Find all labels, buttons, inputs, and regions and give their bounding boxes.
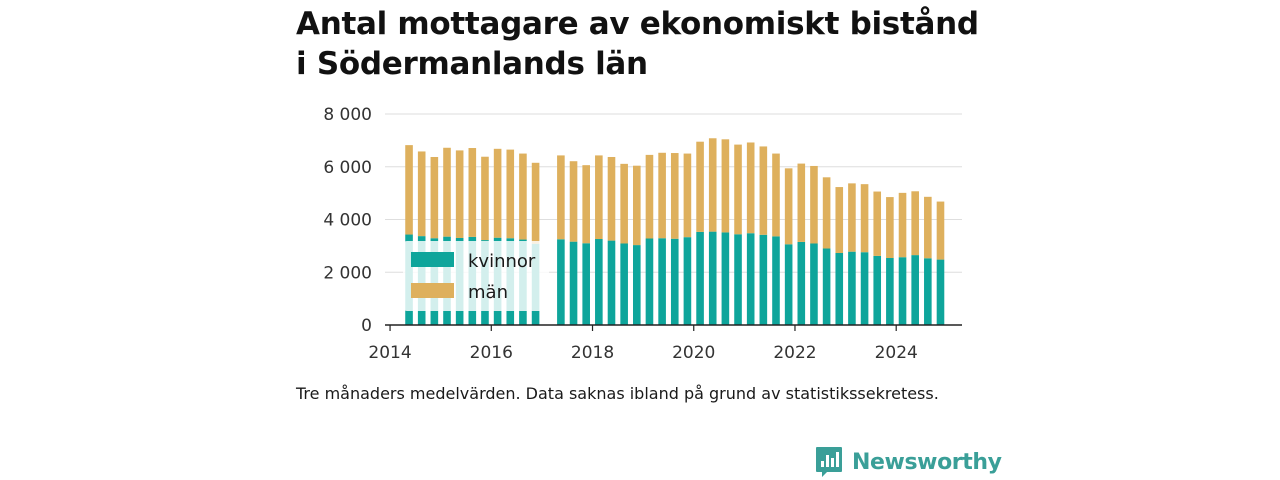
x-tick-label: 2024 bbox=[875, 343, 918, 363]
bar-man bbox=[645, 154, 654, 239]
brand-logo[interactable]: Newsworthy bbox=[815, 446, 1002, 478]
bar-man bbox=[822, 177, 831, 249]
y-tick-label: 0 bbox=[361, 316, 372, 336]
bar-man bbox=[595, 155, 603, 240]
bar-man bbox=[582, 165, 590, 244]
y-tick-label: 6 000 bbox=[323, 158, 372, 178]
bar-kvinnor bbox=[595, 239, 603, 325]
bar-man bbox=[721, 139, 730, 233]
bar-kvinnor bbox=[569, 241, 578, 325]
bar-man bbox=[683, 153, 692, 238]
bar-man bbox=[468, 148, 477, 237]
bar-man bbox=[531, 162, 540, 244]
bar-kvinnor bbox=[721, 232, 730, 325]
bar-man bbox=[911, 191, 919, 256]
bar-man bbox=[405, 145, 413, 235]
bar-kvinnor bbox=[670, 238, 679, 325]
bar-kvinnor bbox=[835, 252, 844, 325]
bar-kvinnor bbox=[772, 236, 780, 325]
bar-kvinnor bbox=[924, 258, 932, 325]
bar-man bbox=[848, 183, 856, 252]
y-tick-label: 2 000 bbox=[323, 263, 372, 283]
bar-man bbox=[734, 144, 742, 235]
bar-man bbox=[557, 155, 565, 240]
bar-kvinnor bbox=[696, 231, 704, 325]
bar-man bbox=[658, 152, 666, 239]
bar-kvinnor bbox=[658, 238, 666, 325]
bar-man bbox=[519, 153, 527, 240]
x-tick-label: 2014 bbox=[368, 343, 411, 363]
bar-man bbox=[746, 142, 755, 234]
bar-man bbox=[696, 141, 704, 232]
bar-man bbox=[455, 150, 464, 238]
bar-man bbox=[607, 156, 616, 241]
bar-man bbox=[886, 197, 894, 259]
bar-man bbox=[417, 151, 426, 237]
x-tick-label: 2018 bbox=[571, 343, 614, 363]
bar-man bbox=[481, 156, 489, 241]
bar-kvinnor bbox=[810, 243, 818, 325]
bar-kvinnor bbox=[633, 245, 641, 325]
brand-name: Newsworthy bbox=[852, 449, 1002, 475]
bar-kvinnor bbox=[746, 233, 755, 325]
bar-kvinnor bbox=[582, 243, 590, 325]
legend-swatch bbox=[411, 252, 454, 267]
x-tick-label: 2020 bbox=[672, 343, 715, 363]
bar-man bbox=[772, 153, 780, 237]
bar-man bbox=[936, 201, 945, 260]
bar-man bbox=[708, 138, 717, 232]
bar-kvinnor bbox=[708, 231, 717, 325]
chart-title-line-2: i Södermanlands län bbox=[296, 46, 648, 82]
legend-swatch bbox=[411, 283, 454, 298]
y-tick-label: 4 000 bbox=[323, 211, 372, 231]
bar-kvinnor bbox=[860, 252, 869, 325]
bar-kvinnor bbox=[607, 240, 616, 325]
x-tick-label: 2022 bbox=[773, 343, 816, 363]
chart-title-line-1: Antal mottagare av ekonomiskt bistånd bbox=[296, 6, 979, 42]
bar-kvinnor bbox=[797, 241, 806, 325]
bar-kvinnor bbox=[620, 243, 628, 325]
bar-kvinnor bbox=[848, 251, 856, 325]
bar-man bbox=[443, 147, 451, 237]
bar-kvinnor bbox=[557, 239, 565, 325]
bar-man bbox=[810, 165, 818, 244]
bar-kvinnor bbox=[822, 248, 831, 325]
bar-chart-logo-icon bbox=[816, 447, 842, 477]
bar-kvinnor bbox=[898, 257, 907, 325]
bar-man bbox=[860, 184, 869, 253]
bar-man bbox=[430, 156, 439, 239]
bar-man bbox=[898, 192, 907, 258]
y-tick-label: 8 000 bbox=[323, 105, 372, 125]
bar-kvinnor bbox=[759, 234, 768, 325]
bar-man bbox=[759, 146, 768, 235]
bar-kvinnor bbox=[683, 237, 692, 325]
bar-kvinnor bbox=[784, 244, 793, 325]
bar-man bbox=[873, 191, 882, 256]
bar-man bbox=[569, 161, 578, 242]
bar-man bbox=[493, 148, 502, 238]
bar-man bbox=[633, 165, 641, 246]
chart-title: Antal mottagare av ekonomiskt bistånd i … bbox=[296, 4, 996, 84]
bar-man bbox=[924, 196, 932, 259]
bar-kvinnor bbox=[645, 238, 654, 325]
bar-kvinnor bbox=[873, 255, 882, 325]
bar-kvinnor bbox=[911, 255, 919, 325]
legend-label: kvinnor bbox=[468, 251, 536, 272]
bar-man bbox=[835, 187, 844, 253]
bar-man bbox=[620, 163, 628, 244]
bar-man bbox=[797, 163, 806, 242]
chart-caption: Tre månaders medelvärden. Data saknas ib… bbox=[296, 384, 939, 403]
x-tick-label: 2016 bbox=[470, 343, 513, 363]
legend-label: män bbox=[468, 282, 508, 303]
bar-kvinnor bbox=[886, 258, 894, 325]
bar-man bbox=[506, 149, 515, 239]
bar-man bbox=[670, 153, 679, 239]
bar-kvinnor bbox=[936, 259, 945, 325]
bar-kvinnor bbox=[734, 234, 742, 325]
bar-man bbox=[784, 168, 793, 245]
